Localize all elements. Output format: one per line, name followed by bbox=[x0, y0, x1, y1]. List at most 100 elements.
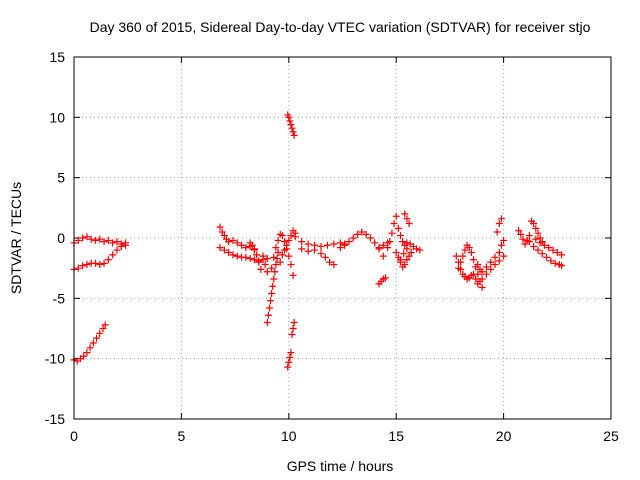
data-point bbox=[407, 248, 415, 256]
data-point bbox=[270, 275, 278, 283]
data-point bbox=[109, 239, 117, 247]
data-point bbox=[89, 339, 97, 347]
data-point bbox=[474, 280, 482, 288]
data-point bbox=[250, 256, 258, 264]
data-point bbox=[288, 331, 296, 339]
data-point bbox=[491, 261, 499, 269]
data-point bbox=[538, 250, 546, 258]
data-point bbox=[285, 113, 293, 121]
data-point bbox=[289, 128, 297, 136]
data-point bbox=[290, 131, 298, 139]
data-point bbox=[349, 234, 357, 242]
data-point bbox=[304, 240, 312, 248]
series-arc-0a bbox=[70, 233, 130, 248]
data-point bbox=[388, 229, 396, 237]
data-point bbox=[478, 275, 486, 283]
data-point bbox=[117, 242, 125, 250]
data-point bbox=[461, 246, 469, 254]
data-point bbox=[83, 349, 91, 357]
data-point bbox=[551, 259, 559, 267]
data-point bbox=[268, 290, 276, 298]
data-point bbox=[269, 282, 277, 290]
data-point bbox=[216, 244, 224, 252]
data-point bbox=[403, 256, 411, 264]
series-arc-15c bbox=[392, 248, 415, 271]
data-point bbox=[220, 246, 228, 254]
data-point bbox=[96, 235, 104, 243]
data-point bbox=[218, 228, 226, 236]
data-point bbox=[474, 261, 482, 269]
data-point bbox=[286, 353, 294, 361]
y-tick-label: -15 bbox=[45, 411, 65, 427]
data-point bbox=[384, 244, 392, 252]
data-point bbox=[517, 230, 525, 238]
data-point bbox=[452, 252, 460, 260]
data-point bbox=[281, 246, 289, 254]
data-point bbox=[272, 244, 280, 252]
data-point bbox=[323, 241, 331, 249]
data-point bbox=[321, 253, 329, 261]
data-point bbox=[534, 246, 542, 254]
data-point bbox=[287, 232, 295, 240]
series-arc-8 bbox=[246, 239, 271, 276]
data-point bbox=[96, 261, 104, 269]
data-point bbox=[392, 212, 400, 220]
data-point bbox=[500, 252, 508, 260]
data-point bbox=[242, 244, 250, 252]
data-point bbox=[93, 334, 101, 342]
data-point bbox=[74, 264, 82, 272]
series-arc-19 bbox=[474, 215, 508, 276]
data-point bbox=[253, 251, 261, 259]
x-tick-label: 15 bbox=[388, 428, 404, 444]
data-point bbox=[467, 248, 475, 256]
data-point bbox=[317, 250, 325, 258]
data-point bbox=[104, 256, 112, 264]
data-point bbox=[379, 241, 387, 249]
data-point bbox=[381, 274, 389, 282]
data-point bbox=[83, 233, 91, 241]
data-point bbox=[274, 236, 282, 244]
data-point bbox=[394, 224, 402, 232]
data-point bbox=[216, 223, 224, 231]
data-point bbox=[225, 238, 233, 246]
x-tick-label: 25 bbox=[603, 428, 619, 444]
data-point bbox=[497, 241, 505, 249]
x-tick-label: 0 bbox=[70, 428, 78, 444]
data-point bbox=[229, 251, 237, 259]
data-point bbox=[263, 318, 271, 326]
y-tick-label: 0 bbox=[57, 230, 65, 246]
series-arc-19b bbox=[470, 252, 508, 288]
data-point bbox=[545, 244, 553, 252]
data-point bbox=[366, 234, 374, 242]
data-point bbox=[525, 238, 533, 246]
plot-frame bbox=[73, 56, 612, 420]
data-point bbox=[390, 220, 398, 228]
data-point bbox=[86, 344, 94, 352]
data-point bbox=[472, 275, 480, 283]
data-point bbox=[271, 268, 279, 276]
data-point bbox=[74, 236, 82, 244]
data-point bbox=[281, 238, 289, 246]
data-point bbox=[558, 262, 566, 270]
data-point bbox=[80, 352, 88, 360]
series-arc-12 bbox=[336, 228, 387, 260]
data-point bbox=[273, 255, 281, 263]
data-point bbox=[530, 242, 538, 250]
data-point bbox=[362, 230, 370, 238]
data-point bbox=[311, 246, 319, 254]
data-point bbox=[358, 228, 366, 236]
data-point bbox=[233, 252, 241, 260]
data-point bbox=[278, 232, 286, 240]
data-point bbox=[100, 259, 108, 267]
data-point bbox=[536, 239, 544, 247]
data-point bbox=[263, 268, 271, 276]
data-point bbox=[255, 258, 263, 266]
data-point bbox=[401, 210, 409, 218]
data-point bbox=[500, 236, 508, 244]
data-point bbox=[403, 215, 411, 223]
y-tick-label: 5 bbox=[57, 170, 65, 186]
data-point bbox=[454, 264, 462, 272]
axis-ticks: 0 5 10 15 20 25 -15 -10 -5 0 5 10 15 bbox=[45, 49, 619, 444]
data-point bbox=[287, 121, 295, 129]
